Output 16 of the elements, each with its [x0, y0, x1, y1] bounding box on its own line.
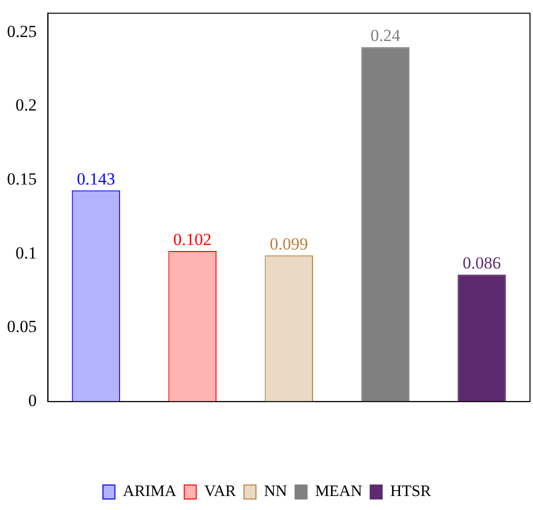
y-tick-label: 0: [28, 391, 37, 410]
y-tick-label: 0.05: [7, 317, 37, 336]
data-label: 0.24: [370, 26, 401, 46]
y-tick-label: 0.15: [7, 170, 37, 189]
data-label: 0.099: [270, 234, 308, 254]
legend-label: NN: [264, 483, 288, 500]
y-tick-label: 0.2: [16, 96, 37, 115]
data-label: 0.102: [173, 230, 212, 249]
data-label: 0.143: [76, 169, 116, 188]
legend-label: MEAN: [315, 483, 363, 500]
data-label: 0.086: [462, 254, 501, 273]
y-tick-label: 0.25: [7, 22, 37, 41]
legend-label: HTSR: [390, 483, 432, 500]
legend-label: ARIMA: [122, 483, 177, 500]
legend-label: VAR: [204, 483, 236, 500]
y-tick-label: 0.1: [16, 243, 37, 262]
